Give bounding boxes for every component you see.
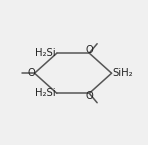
Text: O: O bbox=[85, 91, 93, 101]
Text: H₂Si: H₂Si bbox=[35, 48, 56, 58]
Text: O: O bbox=[85, 45, 93, 55]
Text: H₂Si: H₂Si bbox=[35, 88, 56, 98]
Text: SiH₂: SiH₂ bbox=[113, 68, 133, 78]
Text: O: O bbox=[28, 68, 36, 78]
